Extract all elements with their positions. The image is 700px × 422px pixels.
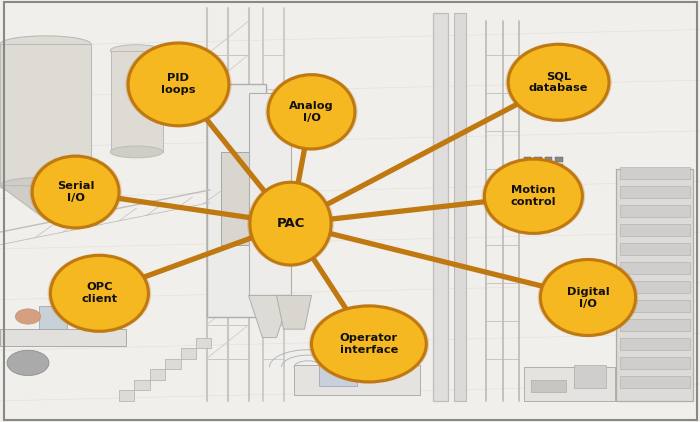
Bar: [534, 157, 542, 162]
Bar: [433, 13, 448, 401]
Bar: [248, 93, 290, 295]
Bar: [620, 224, 690, 236]
Bar: [196, 338, 211, 348]
Text: Digital
I/O: Digital I/O: [566, 287, 610, 308]
Polygon shape: [276, 295, 312, 329]
Ellipse shape: [540, 260, 636, 335]
Ellipse shape: [0, 177, 91, 194]
Ellipse shape: [508, 44, 609, 120]
Ellipse shape: [265, 73, 358, 151]
Ellipse shape: [0, 36, 91, 53]
Bar: [150, 369, 165, 380]
Bar: [534, 164, 542, 170]
Bar: [524, 367, 615, 401]
Ellipse shape: [482, 157, 585, 235]
Bar: [545, 164, 552, 170]
Bar: [616, 169, 693, 401]
Text: OPC
client: OPC client: [81, 282, 118, 304]
Bar: [524, 164, 531, 170]
Ellipse shape: [48, 254, 151, 333]
Ellipse shape: [111, 45, 162, 57]
Bar: [220, 152, 252, 245]
Bar: [620, 300, 690, 312]
Bar: [531, 380, 566, 392]
Bar: [620, 243, 690, 255]
Bar: [134, 380, 150, 390]
Bar: [165, 359, 181, 369]
Ellipse shape: [29, 154, 122, 230]
Bar: [294, 365, 420, 395]
Bar: [119, 390, 134, 401]
Ellipse shape: [312, 306, 426, 382]
Bar: [318, 365, 357, 386]
Bar: [534, 172, 542, 177]
Bar: [620, 281, 690, 293]
Circle shape: [7, 350, 49, 376]
Bar: [545, 172, 552, 177]
Text: PID
loops: PID loops: [161, 73, 196, 95]
Ellipse shape: [125, 41, 232, 127]
Text: Analog
I/O: Analog I/O: [289, 101, 334, 123]
Bar: [620, 357, 690, 369]
Bar: [111, 51, 163, 152]
Polygon shape: [0, 329, 126, 346]
Text: Motion
control: Motion control: [510, 185, 556, 207]
Bar: [524, 172, 531, 177]
Bar: [620, 205, 690, 217]
Bar: [545, 157, 552, 162]
Ellipse shape: [484, 159, 582, 233]
Ellipse shape: [111, 146, 162, 158]
Bar: [181, 348, 196, 359]
Ellipse shape: [247, 181, 334, 267]
Bar: [620, 376, 690, 388]
Polygon shape: [0, 186, 91, 219]
Text: Serial
I/O: Serial I/O: [57, 181, 94, 203]
Bar: [555, 172, 563, 177]
Bar: [620, 262, 690, 274]
Bar: [620, 338, 690, 350]
Bar: [620, 167, 690, 179]
Bar: [574, 365, 606, 388]
Text: SQL
database: SQL database: [529, 71, 588, 93]
Ellipse shape: [32, 156, 119, 228]
Ellipse shape: [505, 43, 612, 122]
Text: PAC: PAC: [276, 217, 304, 230]
Bar: [524, 157, 531, 162]
Ellipse shape: [128, 43, 229, 126]
Bar: [206, 84, 266, 316]
Polygon shape: [248, 295, 290, 338]
Ellipse shape: [250, 182, 331, 265]
Bar: [620, 319, 690, 331]
Bar: [454, 13, 466, 401]
Circle shape: [15, 309, 41, 324]
Ellipse shape: [538, 258, 638, 337]
Bar: [620, 186, 690, 198]
Ellipse shape: [268, 75, 355, 149]
Bar: [555, 157, 563, 162]
Bar: [0, 44, 91, 186]
Bar: [38, 306, 66, 329]
Ellipse shape: [309, 304, 429, 384]
Ellipse shape: [50, 255, 148, 331]
Text: Operator
interface: Operator interface: [340, 333, 398, 355]
Bar: [555, 164, 563, 170]
